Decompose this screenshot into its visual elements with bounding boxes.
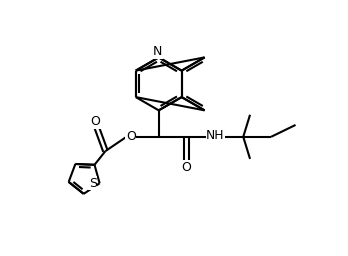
Text: S: S: [89, 177, 97, 190]
Text: O: O: [90, 115, 100, 129]
Text: NH: NH: [206, 129, 225, 142]
Text: O: O: [126, 130, 136, 143]
Text: N: N: [153, 45, 162, 58]
Text: O: O: [182, 161, 191, 174]
